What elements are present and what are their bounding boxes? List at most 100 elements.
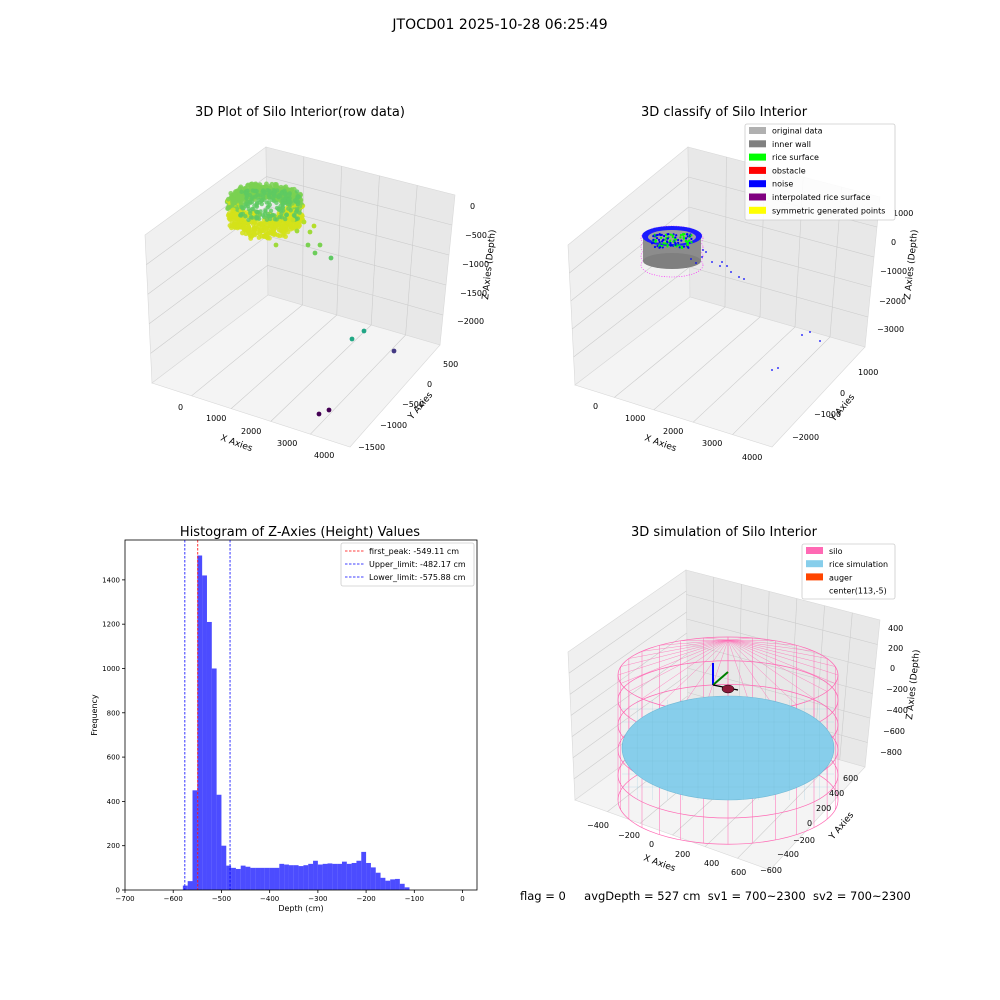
raw-inner-point [291,212,297,218]
raw-surface-point [249,210,255,216]
raw-surface-point [233,197,239,203]
raw-surface-point [282,194,288,200]
legend-swatch [749,180,766,188]
raw-inner-point [256,197,261,202]
raw-surface-point [284,190,290,196]
legend-swatch [749,140,766,148]
raw-surface-point [234,196,240,202]
raw-surface-point [295,199,301,205]
simulation-x-axis-label: X Axies [642,853,677,874]
raw-surface-point [235,215,241,221]
raw-surface-point [235,225,241,231]
raw-surface-point [263,225,269,231]
silo-roof-strut [727,639,828,659]
raw-surface-point [288,189,293,194]
histogram-bar [366,862,371,890]
raw-inner-point [279,211,284,216]
raw-inner-point [261,197,266,202]
silo-roof-strut [727,639,836,667]
classified-point [650,242,654,245]
raw-surface-point [230,213,236,218]
raw-surface-point [279,186,284,192]
raw-surface-point [237,190,243,196]
raw-inner-point [283,191,289,196]
classified-point [669,242,672,245]
raw-surface-point [272,188,278,194]
legend-label: auger [829,573,853,582]
raw-inner-point [259,198,264,203]
raw-inner-point [248,210,253,216]
raw-surface-point [235,206,240,212]
raw-surface-point [245,189,251,195]
classified-point [653,234,656,237]
raw-surface-point [268,219,274,225]
raw-surface-point [278,198,284,204]
raw-surface-point [253,186,259,192]
raw-surface-point [297,223,302,228]
classified-point [662,238,665,241]
raw-surface-point [286,191,292,197]
legend-swatch [749,193,766,201]
raw-surface-point [272,194,277,199]
histogram-bar [341,861,347,890]
raw-surface-point [272,231,278,237]
raw-z-axis-label: Z Axies (Depth) [481,229,498,300]
raw-surface-point [270,213,276,218]
raw-surface-point [252,226,258,232]
raw-surface-point [242,213,248,219]
raw-surface-point [294,199,299,205]
raw-inner-point [257,200,262,205]
raw-inner-point [270,191,275,196]
raw-surface-point [288,220,294,226]
raw-surface-point [235,195,240,201]
raw-surface-point [242,220,248,226]
raw-surface-point [291,209,297,215]
raw-inner-point [255,215,260,221]
raw-inner-point [244,189,249,194]
raw-inner-point [266,204,271,209]
raw-surface-point [251,182,257,188]
raw-surface-point [251,231,257,237]
raw-surface-point [255,216,261,222]
classified-point [658,241,662,244]
raw-surface-point [228,190,234,196]
raw-inner-point [262,191,267,196]
raw-surface-point [291,202,297,208]
simulation-z-tick: −200 [886,685,908,694]
wall-ring [640,234,704,260]
raw-surface-point [231,204,236,209]
raw-surface-point [247,187,253,193]
classified-point [665,242,669,245]
silo-roof-strut [680,639,729,710]
raw-surface-point [271,193,277,199]
raw-x-tick: 1000 [206,414,226,423]
raw-surface-point [242,185,248,191]
histogram-bar [197,555,203,890]
raw-inner-point [254,209,259,214]
raw-surface-point [231,208,237,214]
classify-z-tick: 0 [891,238,896,247]
legend-label: noise [772,180,793,189]
raw-surface-point [268,186,274,192]
raw-surface-point [273,187,279,192]
raw-surface-point [270,231,276,237]
raw-inner-point [243,202,248,207]
x-tick-label: 0 [460,895,464,903]
classified-point [665,236,668,239]
y-tick-label: 200 [107,842,120,850]
raw-surface-point [273,223,279,229]
raw-inner-point [283,194,288,200]
simulation-x-tick: −200 [618,831,640,840]
raw-surface-point [241,216,247,222]
raw-surface-point [237,196,243,202]
raw-surface-point [247,227,253,233]
raw-surface-point [233,211,239,217]
raw-inner-point [243,191,248,196]
raw-surface-point [234,205,239,211]
raw-surface-point [293,198,299,204]
raw-surface-point [261,221,267,227]
raw-surface-point [258,227,264,233]
raw-inner-point [258,193,263,198]
raw-surface-point [241,220,246,226]
raw-surface-point [229,213,235,219]
